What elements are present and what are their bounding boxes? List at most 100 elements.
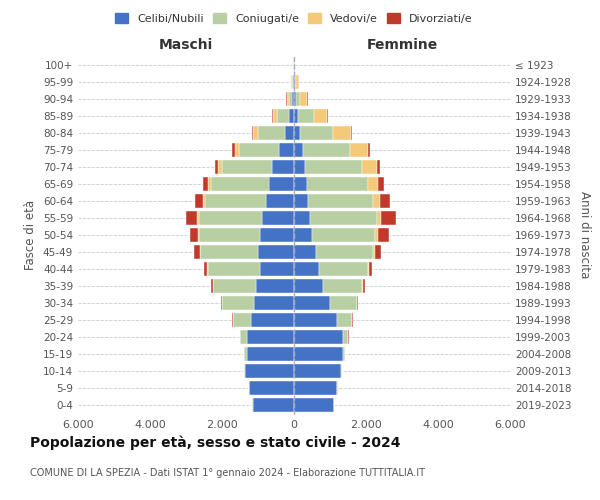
Bar — [362, 278, 363, 293]
Bar — [197, 211, 199, 225]
Bar — [232, 143, 235, 158]
Bar — [373, 245, 375, 259]
Bar — [301, 126, 333, 140]
Bar — [294, 380, 337, 395]
Bar — [314, 109, 328, 124]
Bar — [294, 160, 305, 174]
Bar — [289, 109, 294, 124]
Bar — [287, 92, 289, 106]
Text: COMUNE DI LA SPEZIA - Dati ISTAT 1° gennaio 2024 - Elaborazione TUTTITALIA.IT: COMUNE DI LA SPEZIA - Dati ISTAT 1° genn… — [30, 468, 425, 477]
Bar — [292, 75, 293, 90]
Bar — [215, 160, 218, 174]
Text: Maschi: Maschi — [159, 38, 213, 52]
Bar — [260, 228, 294, 242]
Bar — [300, 92, 307, 106]
Bar — [258, 245, 294, 259]
Bar — [251, 312, 294, 327]
Bar — [294, 262, 319, 276]
Bar — [294, 75, 295, 90]
Bar — [294, 278, 323, 293]
Bar — [205, 194, 266, 208]
Bar — [254, 296, 294, 310]
Bar — [375, 228, 378, 242]
Y-axis label: Anni di nascita: Anni di nascita — [578, 192, 591, 278]
Bar — [296, 75, 299, 90]
Bar — [249, 380, 294, 395]
Bar — [296, 92, 300, 106]
Bar — [272, 160, 294, 174]
Bar — [368, 143, 370, 158]
Bar — [235, 143, 239, 158]
Bar — [294, 398, 334, 412]
Bar — [307, 177, 368, 192]
Bar — [294, 346, 343, 361]
Bar — [377, 160, 380, 174]
Bar — [294, 194, 308, 208]
Bar — [269, 177, 294, 192]
Bar — [273, 109, 277, 124]
Bar — [218, 160, 222, 174]
Bar — [378, 228, 389, 242]
Bar — [190, 228, 197, 242]
Bar — [253, 126, 258, 140]
Bar — [294, 364, 341, 378]
Bar — [294, 312, 337, 327]
Bar — [277, 109, 289, 124]
Bar — [294, 109, 298, 124]
Bar — [272, 109, 273, 124]
Bar — [381, 211, 395, 225]
Bar — [203, 194, 205, 208]
Bar — [343, 346, 345, 361]
Bar — [203, 177, 208, 192]
Bar — [289, 92, 292, 106]
Bar — [253, 398, 294, 412]
Bar — [293, 75, 294, 90]
Bar — [222, 296, 254, 310]
Bar — [278, 143, 294, 158]
Bar — [211, 177, 269, 192]
Bar — [303, 143, 350, 158]
Bar — [211, 278, 212, 293]
Bar — [222, 160, 272, 174]
Bar — [200, 245, 258, 259]
Bar — [312, 228, 375, 242]
Bar — [194, 245, 200, 259]
Bar — [294, 228, 312, 242]
Bar — [294, 126, 301, 140]
Bar — [351, 126, 352, 140]
Bar — [330, 296, 357, 310]
Bar — [232, 312, 233, 327]
Bar — [245, 364, 294, 378]
Bar — [240, 330, 247, 344]
Bar — [373, 194, 380, 208]
Bar — [213, 278, 256, 293]
Bar — [294, 245, 316, 259]
Bar — [362, 160, 377, 174]
Bar — [294, 143, 303, 158]
Bar — [294, 296, 330, 310]
Bar — [308, 194, 373, 208]
Bar — [291, 75, 292, 90]
Bar — [369, 262, 373, 276]
Bar — [292, 92, 294, 106]
Bar — [186, 211, 197, 225]
Bar — [343, 330, 348, 344]
Bar — [258, 126, 285, 140]
Bar — [295, 75, 296, 90]
Bar — [244, 364, 245, 378]
Bar — [298, 109, 314, 124]
Bar — [380, 194, 391, 208]
Bar — [378, 177, 383, 192]
Bar — [208, 262, 260, 276]
Bar — [375, 245, 382, 259]
Bar — [352, 312, 353, 327]
Bar — [266, 194, 294, 208]
Bar — [204, 262, 207, 276]
Bar — [337, 312, 352, 327]
Bar — [294, 177, 307, 192]
Text: Femmine: Femmine — [367, 38, 437, 52]
Bar — [244, 346, 247, 361]
Bar — [252, 126, 253, 140]
Bar — [294, 211, 310, 225]
Bar — [197, 228, 199, 242]
